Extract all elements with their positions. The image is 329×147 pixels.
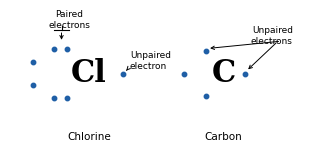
Text: Cl: Cl (71, 58, 107, 89)
Text: Unpaired
electrons: Unpaired electrons (251, 26, 293, 46)
Text: Carbon: Carbon (205, 132, 242, 142)
Text: Unpaired
electron: Unpaired electron (130, 51, 171, 71)
Text: C: C (212, 58, 236, 89)
Text: Chlorine: Chlorine (67, 132, 111, 142)
Text: Paired
electrons: Paired electrons (48, 10, 90, 30)
